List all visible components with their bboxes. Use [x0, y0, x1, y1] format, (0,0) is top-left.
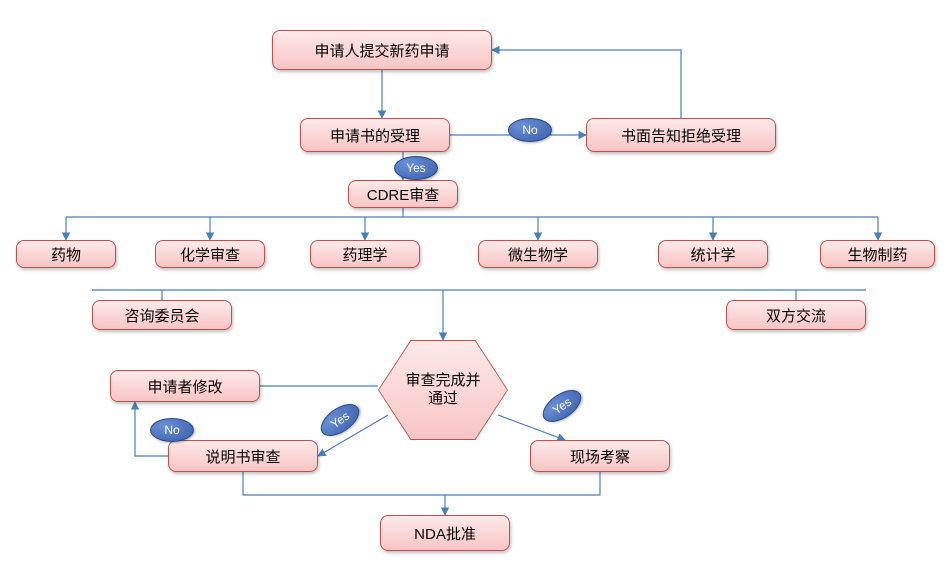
node-n9: 统计学	[658, 240, 768, 268]
edges-layer	[0, 0, 951, 574]
node-label-n9: 统计学	[690, 244, 735, 265]
node-label-n5: 药物	[51, 244, 81, 265]
node-n6: 化学审查	[155, 240, 265, 268]
node-label-n7: 药理学	[342, 244, 387, 265]
node-n13: 审查完成并通过	[378, 340, 508, 440]
badge-label-b_yes1: Yes	[406, 161, 426, 175]
node-label-n16: 现场考察	[570, 446, 630, 467]
node-label-n13: 审查完成并通过	[404, 372, 482, 408]
node-n7: 药理学	[310, 240, 420, 268]
node-label-n10: 生物制药	[847, 244, 907, 265]
badge-b_no2: No	[150, 418, 194, 442]
node-n15: 说明书审查	[168, 440, 318, 472]
node-n14: 申请者修改	[110, 370, 260, 402]
node-label-n3: 书面告知拒绝受理	[621, 125, 741, 146]
node-label-n2: 申请书的受理	[330, 125, 420, 146]
badge-label-b_no2: No	[164, 423, 179, 437]
badge-b_yes2: Yes	[315, 398, 365, 443]
node-label-n6: 化学审查	[180, 244, 240, 265]
node-n12: 双方交流	[726, 300, 866, 330]
node-label-n15: 说明书审查	[205, 446, 280, 467]
node-label-n17: NDA批准	[414, 523, 476, 544]
edge-20	[243, 472, 445, 515]
node-n1: 申请人提交新药申请	[272, 30, 492, 70]
node-n4: CDRE审查	[348, 180, 458, 208]
badge-b_no1: No	[508, 118, 552, 142]
edge-21	[445, 472, 600, 495]
node-label-n14: 申请者修改	[147, 376, 222, 397]
node-label-n8: 微生物学	[508, 244, 568, 265]
node-label-n11: 咨询委员会	[124, 305, 199, 326]
node-n16: 现场考察	[530, 440, 670, 472]
node-n2: 申请书的受理	[300, 118, 450, 152]
node-n5: 药物	[16, 240, 116, 268]
node-n17: NDA批准	[380, 515, 510, 551]
node-label-n12: 双方交流	[766, 305, 826, 326]
node-n3: 书面告知拒绝受理	[586, 118, 776, 152]
badge-label-b_yes3: Yes	[550, 395, 574, 418]
badge-label-b_yes2: Yes	[328, 409, 352, 432]
node-n11: 咨询委员会	[92, 300, 232, 330]
badge-label-b_no1: No	[522, 123, 537, 137]
node-label-n4: CDRE审查	[367, 184, 440, 205]
node-n8: 微生物学	[478, 240, 598, 268]
badge-b_yes1: Yes	[394, 156, 438, 180]
node-label-n1: 申请人提交新药申请	[314, 40, 449, 61]
node-n10: 生物制药	[820, 240, 935, 268]
edge-2	[492, 50, 681, 118]
badge-b_yes3: Yes	[537, 384, 587, 429]
